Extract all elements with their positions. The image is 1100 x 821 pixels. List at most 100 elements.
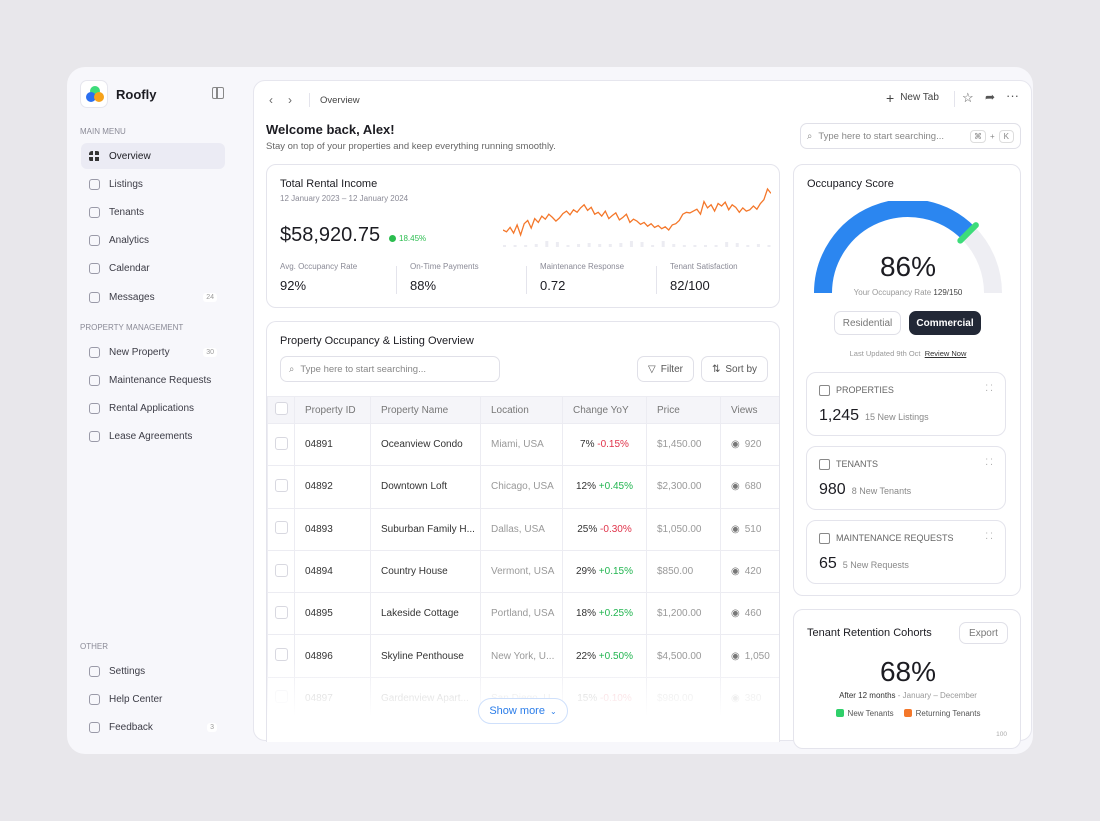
row-checkbox[interactable] (275, 521, 288, 535)
sidebar-item-messages[interactable]: Messages 24 (81, 284, 225, 310)
cmd-key: ⌘ (969, 129, 986, 143)
column-header[interactable]: Views (720, 396, 779, 424)
kpi-body: 1,245 15 New Listings (819, 407, 929, 425)
column-header[interactable]: Property Name (370, 396, 481, 424)
column-header[interactable]: Location (480, 396, 563, 424)
filter-button[interactable]: ▽ Filter (637, 356, 694, 382)
row-checkbox[interactable] (275, 648, 288, 662)
row-checkbox[interactable] (275, 563, 288, 577)
legend-returning-label: Returning Tenants (915, 709, 981, 718)
legend-new-label: New Tenants (847, 709, 894, 718)
tab-residential[interactable]: Residential (834, 311, 901, 335)
table-row[interactable]: 04892 Downtown Loft Chicago, USA 12% +0.45%… (267, 465, 779, 509)
axis-tick: 100 (996, 731, 1007, 738)
column-header[interactable]: Property ID (294, 396, 371, 424)
sidebar-item-new-property[interactable]: New Property 30 (81, 339, 225, 365)
kpi-value: 1,245 (819, 407, 860, 424)
change-yoy: 12% +0.45% (562, 465, 647, 509)
property-id: 04895 (294, 592, 371, 636)
show-more-button[interactable]: Show more ⌄ (478, 698, 568, 724)
sidebar-item-maintenance-requests[interactable]: Maintenance Requests (81, 367, 225, 393)
property-name[interactable]: Lakeside Cottage (370, 592, 481, 636)
row-checkbox[interactable] (275, 478, 288, 492)
new-tab-button[interactable]: + New Tab (886, 91, 939, 105)
share-icon[interactable]: ➦ (985, 90, 996, 104)
kpi-value: 980 (819, 481, 846, 498)
table-row[interactable]: 04894 Country House Vermont, USA 29% +0.15%… (267, 549, 779, 594)
property-views: ◉ 510 (720, 507, 779, 551)
change-yoy: 29% +0.15% (562, 549, 647, 594)
kpi-card-tenants[interactable]: TENANTS ⁚⁚ 980 8 New Tenants (806, 446, 1006, 510)
expand-icon[interactable]: ⁚⁚ (985, 383, 995, 393)
forward-button[interactable]: › (288, 93, 292, 107)
volume-bar (756, 244, 760, 247)
column-header[interactable]: Price (646, 396, 721, 424)
kpi-value: 65 (819, 555, 837, 572)
property-views: ◉ 420 (720, 549, 779, 594)
rental-income-card: Total Rental Income 12 January 2023 – 12… (266, 164, 780, 308)
sidebar-item-tenants[interactable]: Tenants (81, 199, 225, 225)
sidebar-item-label: Rental Applications (109, 402, 195, 414)
retention-title: Tenant Retention Cohorts (807, 627, 932, 639)
back-button[interactable]: ‹ (269, 93, 273, 107)
tab-commercial[interactable]: Commercial (909, 311, 981, 335)
property-name[interactable]: Oceanview Condo (370, 422, 481, 467)
select-all-checkbox[interactable] (275, 402, 288, 415)
expand-icon[interactable]: ⁚⁚ (985, 531, 995, 541)
volume-bar (661, 241, 665, 247)
sidebar-item-lease-agreements[interactable]: Lease Agreements (81, 424, 225, 450)
table-row[interactable]: 04891 Oceanview Condo Miami, USA 7% -0.15% $… (267, 422, 779, 467)
kpi-card-properties[interactable]: PROPERTIES ⁚⁚ 1,245 15 New Listings (806, 372, 1006, 436)
kpi-label: PROPERTIES (836, 385, 894, 395)
global-search-input[interactable]: ⌕ Type here to start searching... ⌘ + K (800, 123, 1021, 149)
welcome-subtitle: Stay on top of your properties and keep … (266, 141, 556, 152)
sidebar-toggle-icon[interactable] (212, 87, 224, 99)
eye-icon: ◉ (731, 439, 740, 451)
sidebar-item-settings[interactable]: Settings (81, 658, 225, 684)
property-name[interactable]: Downtown Loft (370, 465, 481, 509)
retention-value: 68% (879, 656, 937, 687)
sidebar-item-rental-applications[interactable]: Rental Applications (81, 395, 225, 421)
column-header[interactable]: Change YoY (562, 396, 647, 424)
income-trend-line (503, 187, 771, 238)
sidebar-item-overview[interactable]: Overview (81, 143, 225, 169)
eye-icon: ◉ (731, 481, 740, 493)
volume-bar (714, 245, 718, 247)
kpi-card-maintenance-requests[interactable]: MAINTENANCE REQUESTS ⁚⁚ 65 5 New Requests (806, 520, 1006, 584)
roofly-logo (80, 80, 108, 108)
property-name[interactable]: Country House (370, 549, 481, 594)
sidebar-item-label: Help Center (109, 693, 163, 705)
sidebar-item-feedback[interactable]: Feedback 3 (81, 714, 225, 740)
sort-button[interactable]: ⇅ Sort by (701, 356, 768, 382)
table-row[interactable]: 04895 Lakeside Cottage Portland, USA 18% +0… (267, 592, 779, 636)
sidebar-item-analytics[interactable]: Analytics (81, 228, 225, 254)
property-name[interactable]: Suburban Family H... (370, 507, 481, 551)
row-checkbox[interactable] (275, 436, 288, 450)
phone-icon (89, 402, 100, 414)
volume-bar (682, 245, 686, 247)
sidebar-item-label: Listings (109, 178, 143, 190)
volume-bar (503, 245, 506, 247)
star-icon[interactable]: ☆ (962, 90, 974, 105)
expand-icon[interactable]: ⁚⁚ (985, 457, 995, 467)
sidebar-item-calendar[interactable]: Calendar (81, 256, 225, 282)
change-delta: -0.30% (600, 523, 632, 535)
property-price: $1,450.00 (646, 422, 721, 467)
volume-bar (608, 244, 612, 247)
sidebar-item-help-center[interactable]: Help Center (81, 686, 225, 712)
chat-icon (89, 291, 100, 303)
sidebar-item-label: New Property (109, 346, 170, 358)
stat-label: Tenant Satisfaction (670, 262, 738, 271)
table-row[interactable]: 04893 Suburban Family H... Dallas, USA 25% … (267, 507, 779, 551)
sidebar-item-listings[interactable]: Listings (81, 171, 225, 197)
more-icon[interactable]: ··· (1006, 88, 1019, 103)
select-all-cell (267, 396, 295, 424)
review-now-link[interactable]: Review Now (924, 349, 967, 358)
welcome-title: Welcome back, Alex! (266, 122, 395, 137)
views-count: 460 (744, 608, 762, 620)
export-button[interactable]: Export (959, 622, 1008, 644)
up-icon (389, 235, 396, 242)
listing-search-input[interactable]: ⌕ Type here to start searching... (280, 356, 500, 382)
row-checkbox[interactable] (275, 605, 288, 619)
breadcrumb[interactable]: Overview (320, 95, 360, 106)
